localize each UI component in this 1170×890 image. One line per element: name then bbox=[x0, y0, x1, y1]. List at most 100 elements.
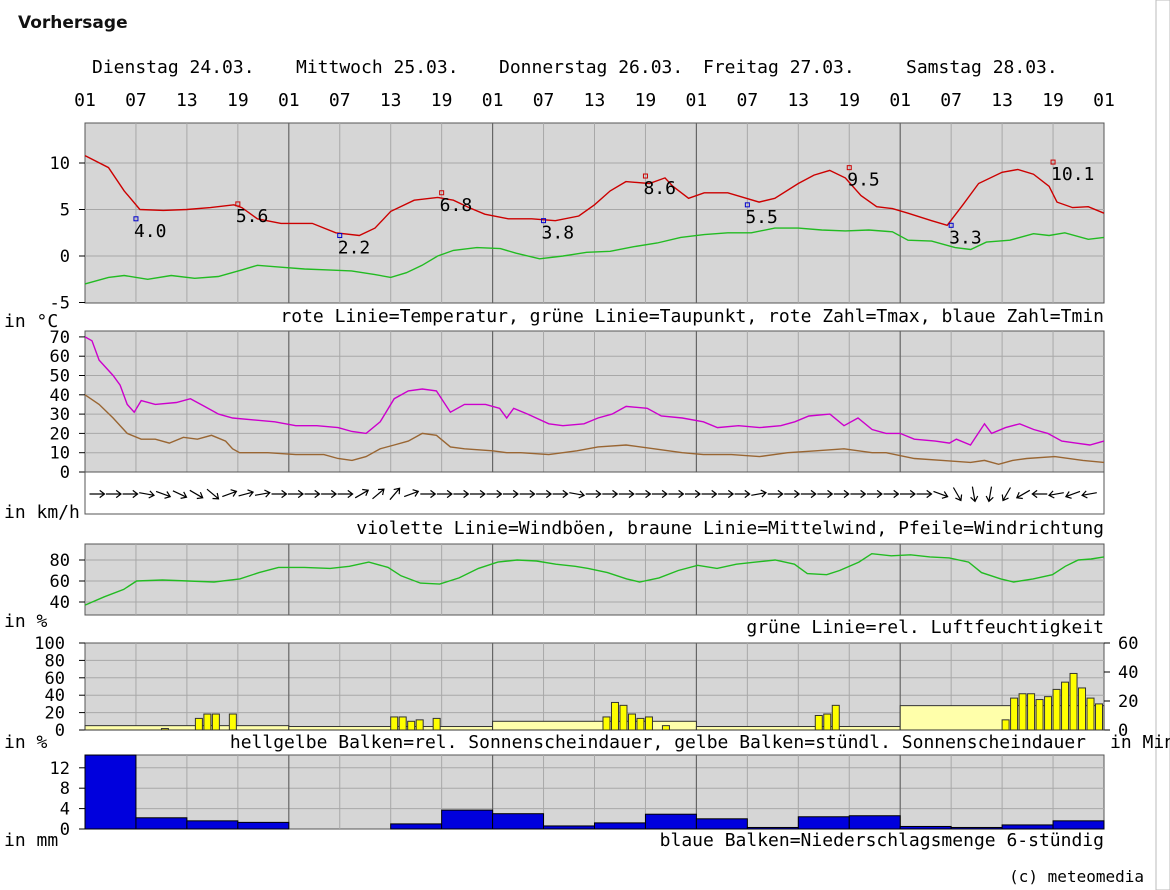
hour-label: 19 bbox=[838, 90, 860, 111]
wind-arrow bbox=[585, 489, 602, 499]
hourly-sunshine-bar bbox=[619, 704, 628, 731]
hourly-sunshine-bar bbox=[1027, 693, 1036, 731]
wind-arrow bbox=[952, 487, 963, 502]
precipitation-bar bbox=[543, 825, 595, 830]
wind-arrow bbox=[304, 489, 321, 499]
y-tick-label: 80 bbox=[45, 651, 65, 671]
hourly-sunshine-bar bbox=[1001, 719, 1010, 731]
hour-label: 01 bbox=[889, 90, 911, 111]
precipitation-bar bbox=[492, 813, 545, 830]
y-tick-label: 0 bbox=[60, 247, 70, 267]
hourly-sunshine-bar bbox=[627, 713, 636, 731]
tmin-marker bbox=[744, 202, 750, 208]
wind-arrow bbox=[569, 490, 586, 499]
wind-arrow bbox=[1048, 490, 1064, 499]
tmin-label: 3.8 bbox=[542, 223, 575, 244]
day-label: Mittwoch 25.03. bbox=[296, 57, 459, 78]
y-tick-label: 4 bbox=[60, 800, 70, 820]
wind-arrow bbox=[866, 489, 883, 499]
tmax-marker bbox=[642, 173, 648, 179]
y-tick-label: 50 bbox=[50, 367, 70, 387]
hourly-sunshine-bar bbox=[211, 713, 220, 731]
hourly-sunshine-bar bbox=[1018, 693, 1027, 731]
hour-label: 19 bbox=[431, 90, 453, 111]
y-tick-label: 0 bbox=[1118, 721, 1128, 741]
hourly-sunshine-bar bbox=[390, 716, 399, 731]
wind-arrow bbox=[883, 489, 900, 499]
tmin-marker bbox=[133, 216, 139, 222]
tmax-label: 8.6 bbox=[643, 178, 676, 199]
hourly-sunshine-bar bbox=[823, 713, 832, 731]
hourly-sunshine-bar bbox=[228, 713, 237, 731]
wind-arrow bbox=[172, 490, 188, 499]
precipitation-bar bbox=[186, 820, 239, 830]
wind-arrow bbox=[1031, 489, 1048, 499]
wind-arrow bbox=[189, 489, 204, 500]
wind-arrow bbox=[734, 489, 751, 499]
day-label: Donnerstag 26.03. bbox=[499, 57, 683, 78]
wind-arrow bbox=[817, 489, 834, 499]
hourly-sunshine-bar bbox=[1086, 697, 1095, 731]
y-tick-label: 0 bbox=[60, 463, 70, 483]
wind-arrow bbox=[139, 490, 155, 499]
precipitation-bar bbox=[1001, 824, 1054, 830]
hourly-sunshine-bar bbox=[407, 720, 416, 731]
precipitation-legend: blaue Balken=Niederschlagsmenge 6-stündi… bbox=[660, 830, 1104, 851]
precipitation-bar bbox=[848, 815, 901, 830]
temperature-unit: in °C bbox=[4, 311, 58, 332]
wind-arrow bbox=[206, 488, 220, 500]
wind-arrow bbox=[618, 489, 635, 499]
dewpoint-line bbox=[84, 227, 1105, 285]
wind-legend: violette Linie=Windböen, braune Linie=Mi… bbox=[356, 518, 1104, 539]
hourly-sunshine-bar bbox=[814, 715, 823, 731]
hourly-sunshine-bar bbox=[1069, 672, 1078, 731]
hour-label: 19 bbox=[635, 90, 657, 111]
wind-arrow bbox=[767, 489, 784, 499]
humidity-unit: in % bbox=[4, 611, 48, 632]
wind-arrow bbox=[436, 489, 453, 499]
sunshine-unit: in % bbox=[4, 732, 48, 753]
wind-direction-strip bbox=[84, 471, 1105, 515]
tmin-label: 3.3 bbox=[949, 227, 982, 248]
y-tick-label: 40 bbox=[50, 593, 70, 613]
wind-arrow bbox=[155, 490, 172, 499]
day-labels: Dienstag 24.03. Mittwoch 25.03. Donnerstag… bbox=[92, 57, 1058, 78]
hourly-sunshine-bar bbox=[1061, 681, 1070, 731]
precipitation-bar bbox=[237, 821, 290, 830]
hourly-sunshine-bar bbox=[194, 717, 203, 731]
tmin-label: 4.0 bbox=[134, 221, 167, 242]
wind-arrow bbox=[970, 486, 979, 503]
hour-label: 13 bbox=[584, 90, 606, 111]
sunshine-legend: hellgelbe Balken=rel. Sonnenscheindauer,… bbox=[230, 732, 1086, 753]
tmax-marker bbox=[1050, 159, 1056, 165]
y-tick-label: 20 bbox=[45, 704, 65, 724]
hourly-sunshine-bar bbox=[415, 719, 424, 731]
hourly-sunshine-bar bbox=[1035, 699, 1044, 731]
relative-sunshine-bar bbox=[695, 726, 901, 731]
wind-arrow bbox=[784, 489, 801, 499]
hourly-sunshine-bar bbox=[644, 716, 653, 731]
scrollbar[interactable] bbox=[1155, 0, 1170, 890]
wind-arrow bbox=[1081, 490, 1097, 499]
wind-arrow bbox=[552, 489, 569, 499]
hour-label: 01 bbox=[1093, 90, 1115, 111]
y-tick-label: 60 bbox=[45, 669, 65, 689]
wind-arrow bbox=[1015, 489, 1031, 500]
wind-arrow bbox=[685, 489, 701, 499]
precipitation-bar bbox=[594, 822, 646, 830]
y-tick-label: 100 bbox=[34, 634, 65, 654]
hour-label: 07 bbox=[533, 90, 555, 111]
hour-label: 07 bbox=[125, 90, 147, 111]
tmax-label: 10.1 bbox=[1051, 164, 1094, 185]
wind-arrow bbox=[651, 489, 668, 499]
hourly-sunshine-bar bbox=[1052, 688, 1061, 731]
precipitation-unit: in mm bbox=[4, 830, 58, 851]
wind-arrow bbox=[800, 489, 817, 499]
y-tick-label: 20 bbox=[50, 424, 70, 444]
hour-label: 01 bbox=[278, 90, 300, 111]
tmin-marker bbox=[541, 218, 547, 224]
hour-label: 07 bbox=[940, 90, 962, 111]
wind-arrow bbox=[89, 489, 106, 499]
